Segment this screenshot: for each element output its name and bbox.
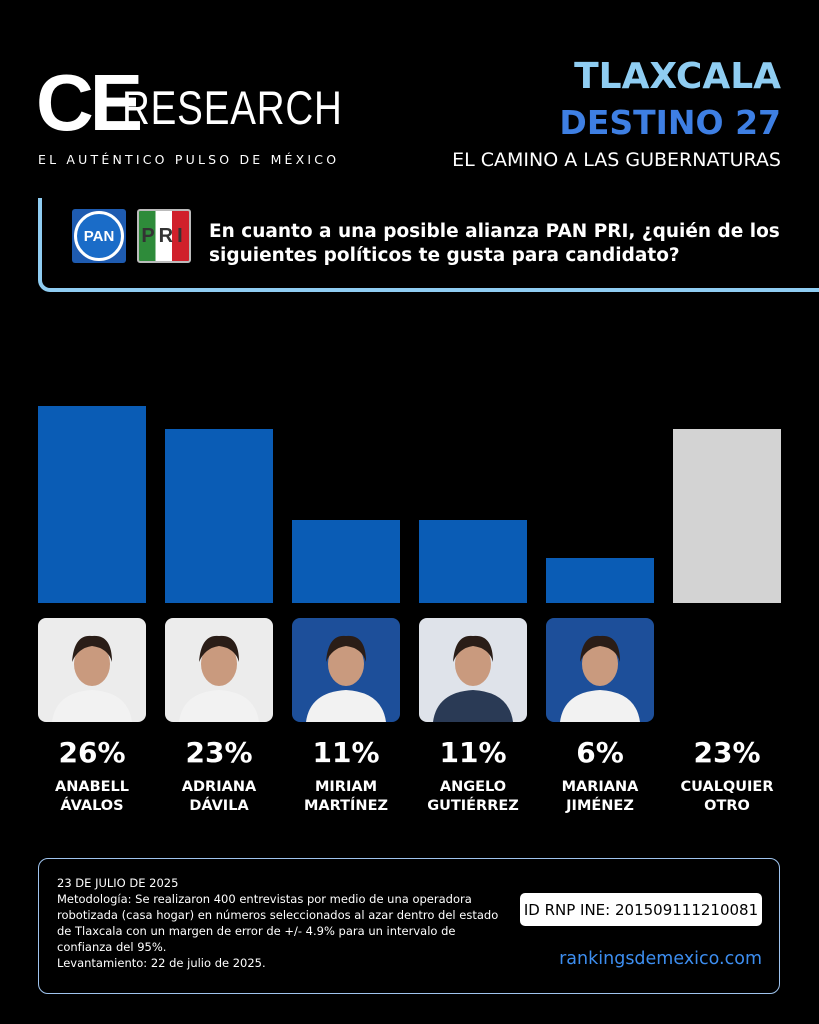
website: rankingsdemexico.com bbox=[559, 949, 762, 969]
photo-silhouette bbox=[560, 635, 640, 722]
bar bbox=[673, 428, 781, 603]
bar bbox=[38, 405, 146, 603]
brand-logo-text: RESEARCH bbox=[122, 81, 343, 134]
registry-id: ID RNP INE: 201509111210081 bbox=[520, 893, 762, 926]
tagline: EL AUTÉNTICO PULSO DE MÉXICO bbox=[38, 152, 340, 167]
value-label: 11% bbox=[439, 736, 507, 769]
candidate-photo bbox=[546, 618, 654, 722]
candidate-photo bbox=[419, 618, 527, 722]
footer-frame bbox=[38, 858, 780, 994]
category-label: ANABELL ÁVALOS bbox=[54, 779, 129, 814]
fieldwork: Levantamiento: 22 de julio de 2025. bbox=[57, 956, 266, 970]
brand-logo: CE bbox=[36, 58, 143, 147]
bar bbox=[292, 519, 400, 603]
bar bbox=[546, 557, 654, 603]
bar bbox=[419, 519, 527, 603]
candidate-photo bbox=[165, 618, 273, 722]
value-label: 11% bbox=[312, 736, 380, 769]
category-label: MIRIAM MARTÍNEZ bbox=[303, 779, 388, 814]
photo-silhouette bbox=[433, 635, 513, 722]
candidate-photo bbox=[292, 618, 400, 722]
category-label: ADRIANA DÁVILA bbox=[181, 779, 257, 814]
pri-logo: PRI bbox=[137, 209, 191, 263]
pri-logo-text: PRI bbox=[141, 224, 187, 247]
value-label: 6% bbox=[576, 736, 624, 769]
region-title: TLAXCALA bbox=[574, 56, 781, 97]
methodology: Metodología: Se realizaron 400 entrevist… bbox=[57, 892, 499, 954]
category-label: MARIANA JIMÉNEZ bbox=[561, 779, 639, 814]
photo-silhouette bbox=[306, 635, 386, 722]
category-label: ANGELO GUTIÉRREZ bbox=[427, 779, 519, 814]
question: En cuanto a una posible alianza PAN PRI,… bbox=[209, 221, 780, 266]
value-label: 23% bbox=[185, 736, 253, 769]
candidate-photo bbox=[38, 618, 146, 722]
subtitle: EL CAMINO A LAS GUBERNATURAS bbox=[452, 149, 781, 171]
question-frame bbox=[38, 198, 819, 292]
photo-silhouette bbox=[179, 635, 259, 722]
photo-silhouette bbox=[52, 635, 132, 722]
category-label: CUALQUIER OTRO bbox=[680, 779, 774, 814]
bar bbox=[165, 428, 273, 603]
series-title: DESTINO 27 bbox=[559, 103, 781, 142]
value-label: 23% bbox=[693, 736, 761, 769]
date: 23 DE JULIO DE 2025 bbox=[57, 876, 179, 890]
value-label: 26% bbox=[58, 736, 126, 769]
pan-logo: PAN bbox=[72, 209, 126, 263]
pan-logo-text: PAN bbox=[74, 211, 124, 261]
